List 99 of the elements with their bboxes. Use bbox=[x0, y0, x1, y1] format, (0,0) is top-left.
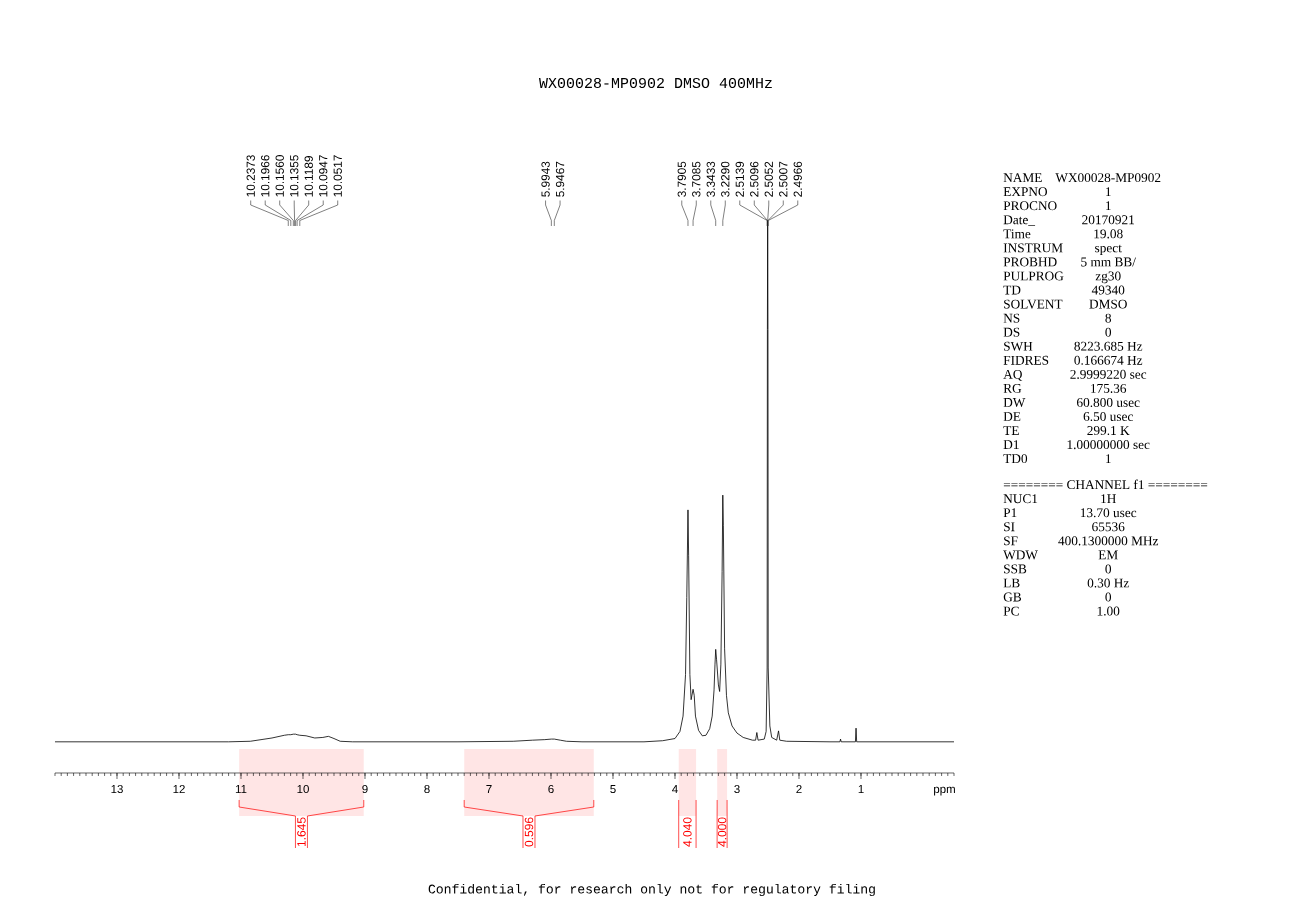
x-tick-label: 12 bbox=[173, 784, 185, 793]
text: 20170921 bbox=[1082, 215, 1135, 225]
category-label: NAME bbox=[1003, 173, 1042, 182]
category-label: PROBHD bbox=[1003, 257, 1057, 267]
text: 299.1 K bbox=[1087, 426, 1130, 436]
text: ======== CHANNEL f1 ======== bbox=[1003, 479, 1208, 490]
text: 65536 bbox=[1092, 522, 1125, 532]
x-tick-label: 10 bbox=[297, 784, 309, 794]
annotation: 2.4966 bbox=[793, 161, 802, 197]
category-label: FIDRES bbox=[1003, 355, 1049, 365]
text: 8 bbox=[1105, 313, 1112, 323]
text: 0 bbox=[1105, 564, 1112, 574]
text: 5 mm BB/ bbox=[1081, 257, 1136, 267]
annotation: 5.9943 bbox=[541, 161, 550, 197]
band-label: 0.596 bbox=[524, 817, 534, 847]
x-tick-label: 5 bbox=[610, 785, 616, 794]
annotation: 2.5096 bbox=[750, 161, 759, 197]
category-label: PROCNO bbox=[1003, 201, 1057, 211]
annotation: 3.2290 bbox=[721, 161, 730, 197]
category-label: WDW bbox=[1003, 550, 1038, 560]
category-label: SF bbox=[1004, 536, 1018, 546]
text: 0.30 Hz bbox=[1087, 578, 1129, 588]
category-label: GB bbox=[1003, 592, 1022, 602]
category-label: Date_ bbox=[1003, 215, 1036, 226]
text: 0 bbox=[1105, 592, 1112, 602]
category-label: DS bbox=[1003, 327, 1020, 337]
text: 175.36 bbox=[1091, 383, 1127, 393]
text: 1.00000000 sec bbox=[1067, 440, 1150, 450]
text: zg30 bbox=[1095, 271, 1121, 284]
category-label: INSTRUM bbox=[1003, 243, 1063, 253]
x-tick-label: 8 bbox=[424, 784, 430, 794]
band-label: 4.000 bbox=[717, 817, 727, 847]
category-label: AQ bbox=[1003, 369, 1023, 381]
annotation: 3.3433 bbox=[706, 161, 715, 197]
category-label: Time bbox=[1003, 229, 1031, 239]
x-axis-title: ppm bbox=[934, 786, 955, 796]
category-label: NUC1 bbox=[1003, 494, 1038, 504]
category-label: P1 bbox=[1003, 508, 1017, 518]
text: 60.800 usec bbox=[1077, 397, 1140, 407]
text: 1 bbox=[1106, 187, 1111, 197]
x-tick-label: 9 bbox=[362, 784, 368, 794]
text: 400.1300000 MHz bbox=[1058, 536, 1159, 546]
text: Confidential, for research only not for regulatory filing bbox=[428, 883, 875, 897]
category-label: PC bbox=[1003, 606, 1019, 616]
annotation: 2.5139 bbox=[735, 161, 744, 197]
text: 2.9999220 sec bbox=[1070, 369, 1147, 379]
category-label: SI bbox=[1004, 522, 1015, 532]
category-label: EXPNO bbox=[1003, 187, 1047, 197]
annotation: 10.1560 bbox=[275, 155, 284, 197]
text: 8223.685 Hz bbox=[1074, 341, 1143, 351]
category-label: SWH bbox=[1004, 341, 1033, 351]
text: EM bbox=[1098, 550, 1118, 560]
text: 49340 bbox=[1091, 285, 1125, 295]
text: 1.00 bbox=[1097, 606, 1120, 616]
category-label: D1 bbox=[1003, 440, 1019, 449]
annotation: 10.2373 bbox=[246, 155, 255, 197]
annotation: 10.0517 bbox=[333, 155, 342, 197]
x-tick-label: 3 bbox=[734, 784, 740, 794]
category-label: SOLVENT bbox=[1004, 299, 1063, 309]
category-label: DE bbox=[1003, 412, 1021, 421]
annotation: 2.5052 bbox=[764, 161, 773, 197]
category-label: TD bbox=[1003, 285, 1021, 295]
x-tick-label: 7 bbox=[486, 785, 492, 793]
text: 0 bbox=[1105, 327, 1112, 337]
band-label: 1.645 bbox=[297, 817, 306, 847]
annotation: 10.1355 bbox=[290, 155, 299, 197]
band-label: 4.040 bbox=[683, 817, 692, 847]
text: 0.166674 Hz bbox=[1074, 355, 1143, 365]
category-label: TD0 bbox=[1003, 454, 1028, 464]
text: 1 bbox=[1106, 454, 1111, 463]
category-label: SSB bbox=[1004, 564, 1027, 574]
category-label: TE bbox=[1003, 426, 1019, 435]
annotation: 3.7905 bbox=[677, 161, 686, 197]
text: DMSO bbox=[1089, 299, 1127, 309]
text: WX00028-MP0902 bbox=[1055, 173, 1161, 183]
x-tick-label: 11 bbox=[235, 785, 247, 793]
text: 19.08 bbox=[1094, 229, 1123, 239]
category-label: RG bbox=[1003, 383, 1022, 393]
category-label: NS bbox=[1003, 313, 1020, 323]
text: 6.50 usec bbox=[1083, 412, 1133, 422]
text: 1 bbox=[1106, 201, 1111, 211]
annotation: 5.9467 bbox=[555, 161, 565, 197]
x-tick-label: 6 bbox=[548, 784, 554, 794]
text: 13.70 usec bbox=[1080, 508, 1137, 518]
annotation: 2.5007 bbox=[779, 161, 788, 197]
category-label: DW bbox=[1003, 398, 1026, 407]
annotation: 10.1189 bbox=[304, 156, 313, 197]
annotation: 10.1966 bbox=[261, 155, 270, 197]
annotation: 3.7085 bbox=[692, 161, 701, 197]
text: spect bbox=[1095, 244, 1122, 256]
x-tick-label: 13 bbox=[111, 784, 123, 794]
x-tick-label: 2 bbox=[796, 784, 802, 793]
category-label: LB bbox=[1003, 578, 1020, 588]
text: 1H bbox=[1101, 494, 1116, 504]
x-tick-label: 4 bbox=[672, 785, 678, 793]
annotation: 10.0947 bbox=[319, 155, 328, 197]
x-tick-label: 1 bbox=[858, 785, 864, 793]
category-label: PULPROG bbox=[1003, 271, 1064, 281]
chart-title: WX00028-MP0902 DMSO 400MHz bbox=[538, 77, 772, 89]
